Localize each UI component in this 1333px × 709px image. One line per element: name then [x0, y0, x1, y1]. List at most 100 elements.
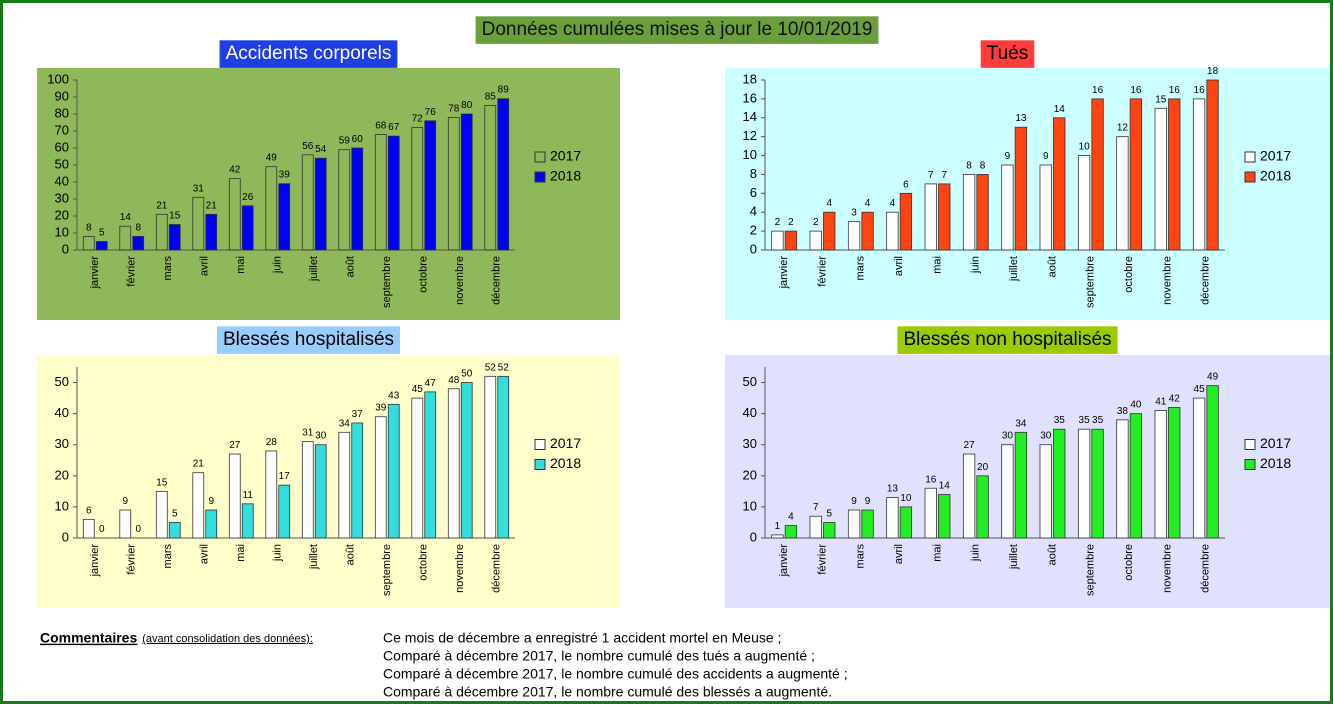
value-label: 12: [1117, 123, 1129, 134]
value-label: 60: [352, 134, 364, 145]
value-label: 34: [1015, 418, 1027, 429]
x-tick-label: novembre: [1161, 544, 1173, 593]
bar: [899, 506, 913, 539]
bar: [847, 221, 861, 251]
value-label: 8: [980, 160, 986, 171]
value-label: 10: [900, 493, 912, 504]
x-tick-label: août: [1046, 544, 1058, 565]
value-label: 9: [865, 496, 871, 507]
bar: [424, 120, 437, 251]
bar: [809, 230, 822, 251]
legend-swatch: [534, 171, 546, 183]
bar: [205, 213, 218, 251]
x-tick-label: octobre: [418, 256, 430, 293]
x-tick-label: août: [345, 544, 357, 565]
value-label: 30: [315, 431, 327, 442]
value-label: 7: [928, 170, 934, 181]
y-tick-label: 14: [743, 109, 757, 124]
bar: [1001, 444, 1014, 539]
value-label: 31: [302, 428, 314, 439]
bar: [497, 98, 510, 251]
x-tick-label: septembre: [1085, 544, 1097, 596]
x-tick-label: septembre: [1085, 256, 1097, 308]
value-label: 40: [1130, 400, 1142, 411]
bar: [861, 211, 874, 251]
y-tick-label: 16: [743, 90, 757, 105]
bar: [1192, 98, 1206, 251]
value-label: 9: [1005, 151, 1011, 162]
value-label: 26: [242, 192, 254, 203]
bar: [95, 241, 108, 251]
legend-label: 2017: [550, 435, 581, 451]
value-label: 17: [279, 471, 291, 482]
bar: [387, 135, 400, 251]
bar: [447, 117, 460, 251]
value-label: 59: [339, 136, 351, 147]
bar: [976, 475, 989, 539]
bar: [784, 230, 798, 251]
bar: [1116, 136, 1129, 251]
y-tick-label: 30: [55, 190, 69, 205]
x-tick-label: avril: [199, 256, 211, 276]
chart-title-background: [980, 40, 1035, 68]
bar: [411, 127, 424, 251]
x-tick-label: juillet: [1008, 544, 1020, 570]
value-label: 67: [388, 122, 400, 133]
value-label: 43: [388, 390, 400, 401]
bar: [351, 147, 364, 251]
value-label: 76: [425, 107, 437, 118]
bar: [132, 235, 145, 251]
value-label: 21: [156, 200, 168, 211]
y-tick-label: 20: [55, 207, 69, 222]
bar: [1014, 126, 1028, 251]
y-tick-label: 40: [55, 173, 69, 188]
value-label: 45: [1194, 384, 1206, 395]
legend-swatch: [1244, 459, 1256, 470]
bar: [387, 403, 400, 539]
bar: [82, 518, 95, 539]
value-label: 7: [813, 502, 819, 513]
bar: [351, 422, 364, 539]
bar: [1129, 98, 1143, 251]
bar: [1039, 444, 1052, 539]
bar: [314, 444, 327, 539]
y-tick-label: 100: [47, 71, 69, 86]
value-label: 16: [1194, 85, 1206, 96]
value-label: 27: [964, 440, 976, 451]
bar: [1053, 428, 1066, 539]
bar: [976, 174, 989, 251]
value-label: 9: [122, 496, 128, 507]
bar: [886, 211, 899, 251]
value-label: 5: [172, 508, 178, 519]
comments-label: Commentaires: [40, 630, 137, 646]
value-label: 50: [461, 369, 473, 380]
value-label: 48: [448, 375, 460, 386]
value-label: 49: [266, 153, 278, 164]
bar: [82, 235, 95, 251]
legend-swatch: [534, 459, 546, 470]
x-tick-label: février: [126, 544, 138, 575]
x-tick-label: mars: [162, 256, 174, 281]
value-label: 21: [206, 200, 218, 211]
value-label: 5: [99, 228, 105, 239]
y-tick-label: 0: [750, 241, 757, 256]
y-tick-label: 30: [743, 436, 757, 451]
bar: [809, 515, 822, 539]
bar: [460, 113, 473, 251]
bar: [484, 375, 497, 539]
bar: [192, 472, 205, 539]
value-label: 4: [890, 198, 896, 209]
bar: [497, 375, 510, 539]
bar: [155, 213, 168, 251]
value-label: 13: [887, 484, 899, 495]
value-label: 10: [1079, 142, 1091, 153]
x-tick-label: janvier: [778, 544, 790, 578]
value-label: 14: [939, 480, 951, 491]
value-label: 35: [1079, 415, 1091, 426]
value-label: 85: [485, 92, 497, 103]
bar: [338, 149, 351, 251]
value-label: 16: [1092, 85, 1104, 96]
x-tick-label: janvier: [89, 544, 101, 578]
x-tick-label: octobre: [1123, 256, 1135, 293]
bar: [823, 522, 836, 539]
